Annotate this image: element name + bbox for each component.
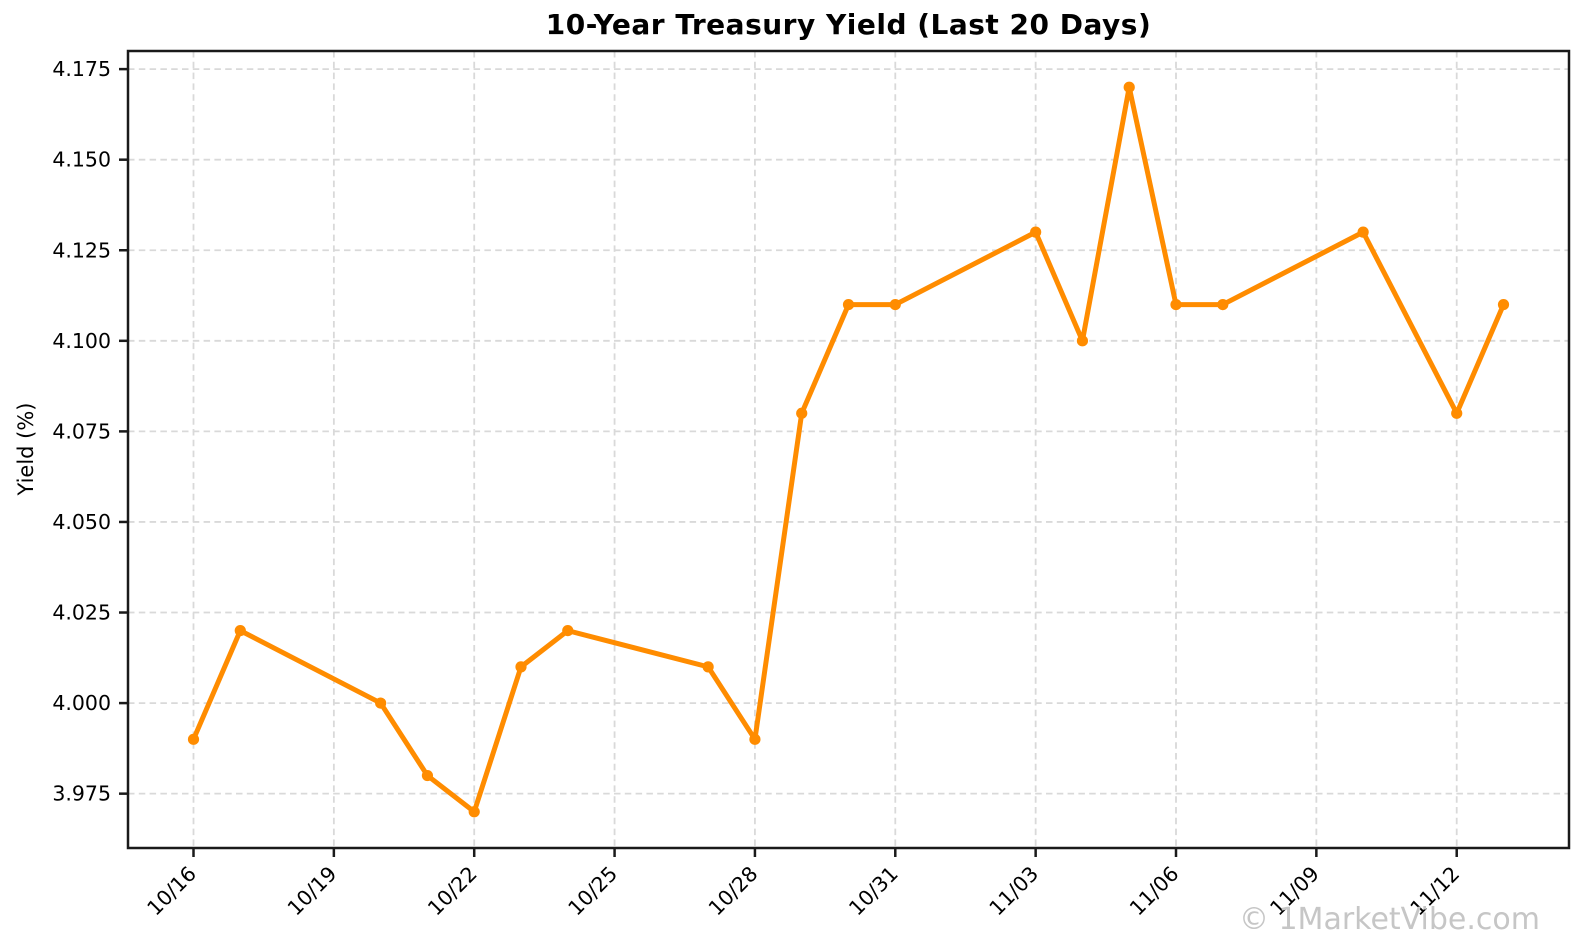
data-point-marker: [421, 769, 434, 782]
data-point-marker: [702, 661, 714, 673]
data-point-marker: [1030, 226, 1042, 238]
x-tick-label: 10/31: [844, 862, 903, 921]
series-line: [191, 84, 1506, 815]
data-point-marker: [375, 697, 387, 709]
data-point-marker: [1217, 298, 1229, 311]
data-point-marker: [1497, 298, 1510, 311]
data-point-marker: [842, 298, 855, 311]
x-tick-label: 11/06: [1125, 862, 1184, 921]
data-point-marker: [889, 298, 901, 311]
data-point-marker: [1123, 81, 1135, 93]
data-point-marker: [1170, 298, 1182, 311]
chart-title: 10-Year Treasury Yield (Last 20 Days): [545, 8, 1152, 41]
data-point-marker: [796, 407, 808, 419]
x-tick-label: 10/25: [563, 862, 622, 921]
data-point-marker: [562, 625, 574, 637]
y-tick-label: 3.975: [52, 782, 111, 806]
y-tick-label: 4.050: [52, 510, 111, 534]
x-tick-label: 10/16: [142, 862, 201, 921]
y-tick-label: 4.000: [52, 691, 111, 715]
y-tick-label: 4.075: [52, 419, 111, 443]
y-tick-label: 4.125: [52, 238, 111, 262]
data-point-marker: [187, 733, 200, 745]
data-point-marker: [749, 733, 761, 745]
data-point-marker: [1076, 335, 1089, 347]
data-point-marker: [1357, 226, 1369, 238]
x-tick-label: 10/19: [283, 862, 342, 921]
data-point-marker: [234, 625, 246, 637]
y-tick-label: 4.175: [52, 57, 111, 81]
data-point-marker: [468, 806, 480, 818]
watermark-text: © 1MarketVibe.com: [1238, 902, 1540, 937]
plot-border: [126, 49, 1571, 850]
y-tick-label: 4.150: [52, 148, 111, 172]
x-tick-label: 10/22: [423, 862, 482, 921]
data-point-marker: [515, 661, 527, 673]
x-tick-label: 11/03: [984, 862, 1043, 921]
x-tick-label: 10/28: [704, 862, 763, 921]
y-axis-label: Yield (%): [14, 402, 38, 496]
y-tick-label: 4.025: [52, 601, 111, 625]
data-point-marker: [1451, 407, 1463, 419]
y-tick-label: 4.100: [52, 329, 111, 353]
